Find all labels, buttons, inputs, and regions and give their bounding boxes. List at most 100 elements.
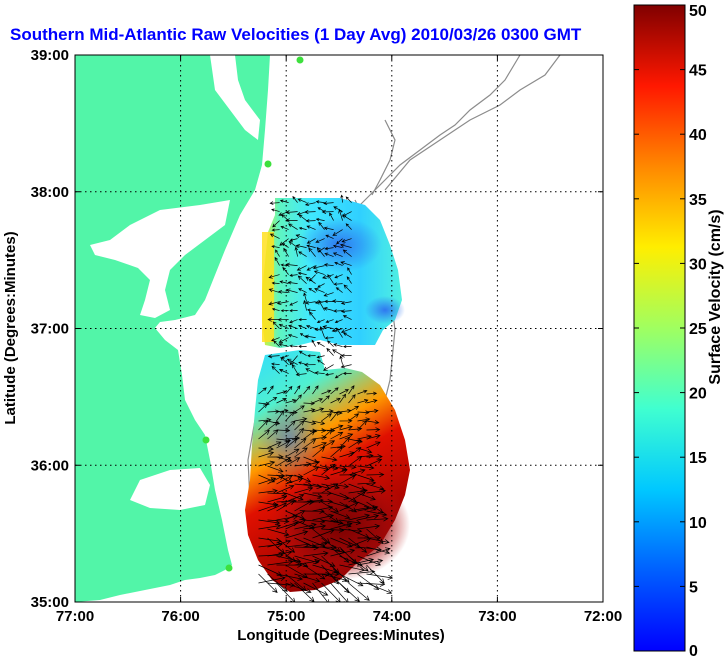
velocity-arrow bbox=[345, 223, 352, 230]
velocity-arrow bbox=[294, 545, 320, 551]
velocity-arrow bbox=[258, 429, 270, 440]
velocity-arrow bbox=[289, 273, 298, 277]
velocity-arrow bbox=[330, 387, 339, 395]
velocity-arrow bbox=[321, 501, 340, 513]
velocity-arrow bbox=[348, 447, 362, 458]
velocity-arrow bbox=[267, 396, 278, 404]
velocity-arrow bbox=[312, 441, 328, 449]
velocity-arrow bbox=[298, 344, 307, 349]
velocity-arrow bbox=[303, 292, 307, 302]
velocity-arrow bbox=[283, 247, 289, 257]
velocity-arrow bbox=[312, 505, 334, 512]
velocity-arrow bbox=[336, 238, 343, 245]
velocity-arrow bbox=[299, 333, 307, 338]
velocity-arrow bbox=[280, 356, 289, 365]
velocity-arrow bbox=[333, 282, 343, 286]
velocity-arrow bbox=[306, 238, 316, 244]
velocity-arrow bbox=[317, 207, 325, 212]
velocity-arrow bbox=[338, 208, 343, 221]
velocity-arrow bbox=[313, 270, 325, 275]
velocity-arrow bbox=[296, 265, 307, 271]
velocity-arrow bbox=[285, 555, 309, 568]
velocity-arrow bbox=[267, 429, 279, 440]
velocity-arrow bbox=[366, 434, 381, 440]
velocity-arrow bbox=[305, 324, 316, 329]
velocity-arrow bbox=[366, 573, 394, 580]
velocity-arrow bbox=[285, 385, 293, 395]
velocity-arrow bbox=[330, 446, 343, 458]
velocity-arrow bbox=[294, 420, 305, 431]
velocity-arrow bbox=[276, 398, 287, 404]
velocity-arrow bbox=[366, 547, 391, 557]
velocity-arrow bbox=[315, 238, 325, 243]
y-tick-label: 35:00 bbox=[31, 594, 69, 611]
velocity-arrow bbox=[303, 508, 325, 514]
y-axis-label: Latitude (Degrees:Minutes) bbox=[2, 231, 19, 424]
velocity-arrow bbox=[312, 407, 325, 413]
velocity-arrow bbox=[357, 389, 368, 395]
velocity-arrow bbox=[285, 438, 298, 449]
velocity-arrow bbox=[345, 196, 352, 203]
velocity-arrow bbox=[304, 334, 316, 339]
velocity-arrow bbox=[294, 447, 308, 458]
velocity-arrow bbox=[339, 464, 357, 470]
velocity-arrow bbox=[285, 399, 297, 404]
velocity-arrow bbox=[312, 428, 327, 433]
velocity-arrow bbox=[267, 559, 294, 566]
velocity-arrow bbox=[294, 405, 305, 413]
velocity-arrow bbox=[267, 582, 296, 588]
velocity-arrow bbox=[278, 289, 289, 294]
velocity-arrow bbox=[289, 355, 298, 366]
velocity-arrow bbox=[332, 244, 343, 248]
colorbar-tick-label: 45 bbox=[689, 63, 707, 80]
colorbar-ticks bbox=[634, 4, 685, 652]
colorbar-tick-label: 30 bbox=[689, 256, 707, 273]
velocity-arrow bbox=[272, 220, 280, 228]
velocity-arrow bbox=[323, 263, 334, 267]
velocity-arrow bbox=[308, 247, 316, 257]
velocity-arrow bbox=[303, 385, 311, 395]
velocity-arrow bbox=[332, 229, 343, 236]
velocity-arrow bbox=[357, 581, 386, 587]
velocity-arrow bbox=[311, 339, 316, 347]
velocity-shading-slow-spot bbox=[365, 296, 405, 324]
velocity-arrow bbox=[294, 522, 317, 530]
velocity-arrow bbox=[288, 223, 298, 230]
velocity-arrow bbox=[321, 389, 332, 395]
velocity-arrow bbox=[286, 358, 298, 365]
colorbar-label: Surface Velocity (cm/s) bbox=[707, 209, 724, 384]
velocity-arrow bbox=[304, 209, 316, 215]
velocity-arrow bbox=[312, 582, 330, 602]
velocity-arrow bbox=[330, 410, 339, 422]
velocity-arrow bbox=[341, 214, 352, 221]
velocity-arrow bbox=[323, 226, 334, 231]
velocity-arrow bbox=[292, 196, 298, 203]
velocity-arrow bbox=[339, 582, 360, 602]
velocity-arrow bbox=[321, 429, 333, 440]
velocity-arrow bbox=[294, 519, 315, 530]
velocity-arrow bbox=[318, 299, 325, 311]
coastal-station-marker bbox=[264, 160, 272, 168]
velocity-arrow bbox=[303, 483, 323, 490]
velocity-arrow bbox=[343, 345, 352, 349]
y-tick-label: 36:00 bbox=[31, 457, 69, 474]
velocity-arrow bbox=[330, 397, 341, 404]
velocity-arrow bbox=[324, 246, 334, 251]
x-axis-label: Longitude (Degrees:Minutes) bbox=[237, 627, 445, 644]
velocity-arrow bbox=[330, 468, 348, 476]
velocity-arrow bbox=[330, 522, 353, 530]
velocity-arrow bbox=[267, 491, 288, 497]
velocity-arrow bbox=[295, 234, 307, 239]
velocity-arrow bbox=[307, 354, 316, 358]
velocity-arrow bbox=[330, 548, 356, 557]
velocity-arrow bbox=[303, 438, 317, 449]
velocity-arrow bbox=[315, 200, 325, 204]
velocity-arrow bbox=[294, 573, 321, 583]
colorbar-tick-labels: 0 5 10 15 20 25 30 35 40 45 50 bbox=[689, 3, 707, 659]
velocity-arrow bbox=[339, 436, 351, 449]
velocity-arrow bbox=[324, 299, 334, 304]
velocity-arrow bbox=[258, 446, 274, 452]
colorbar-tick-label: 5 bbox=[689, 579, 698, 596]
velocity-arrow bbox=[272, 321, 280, 329]
velocity-arrow bbox=[325, 319, 334, 323]
